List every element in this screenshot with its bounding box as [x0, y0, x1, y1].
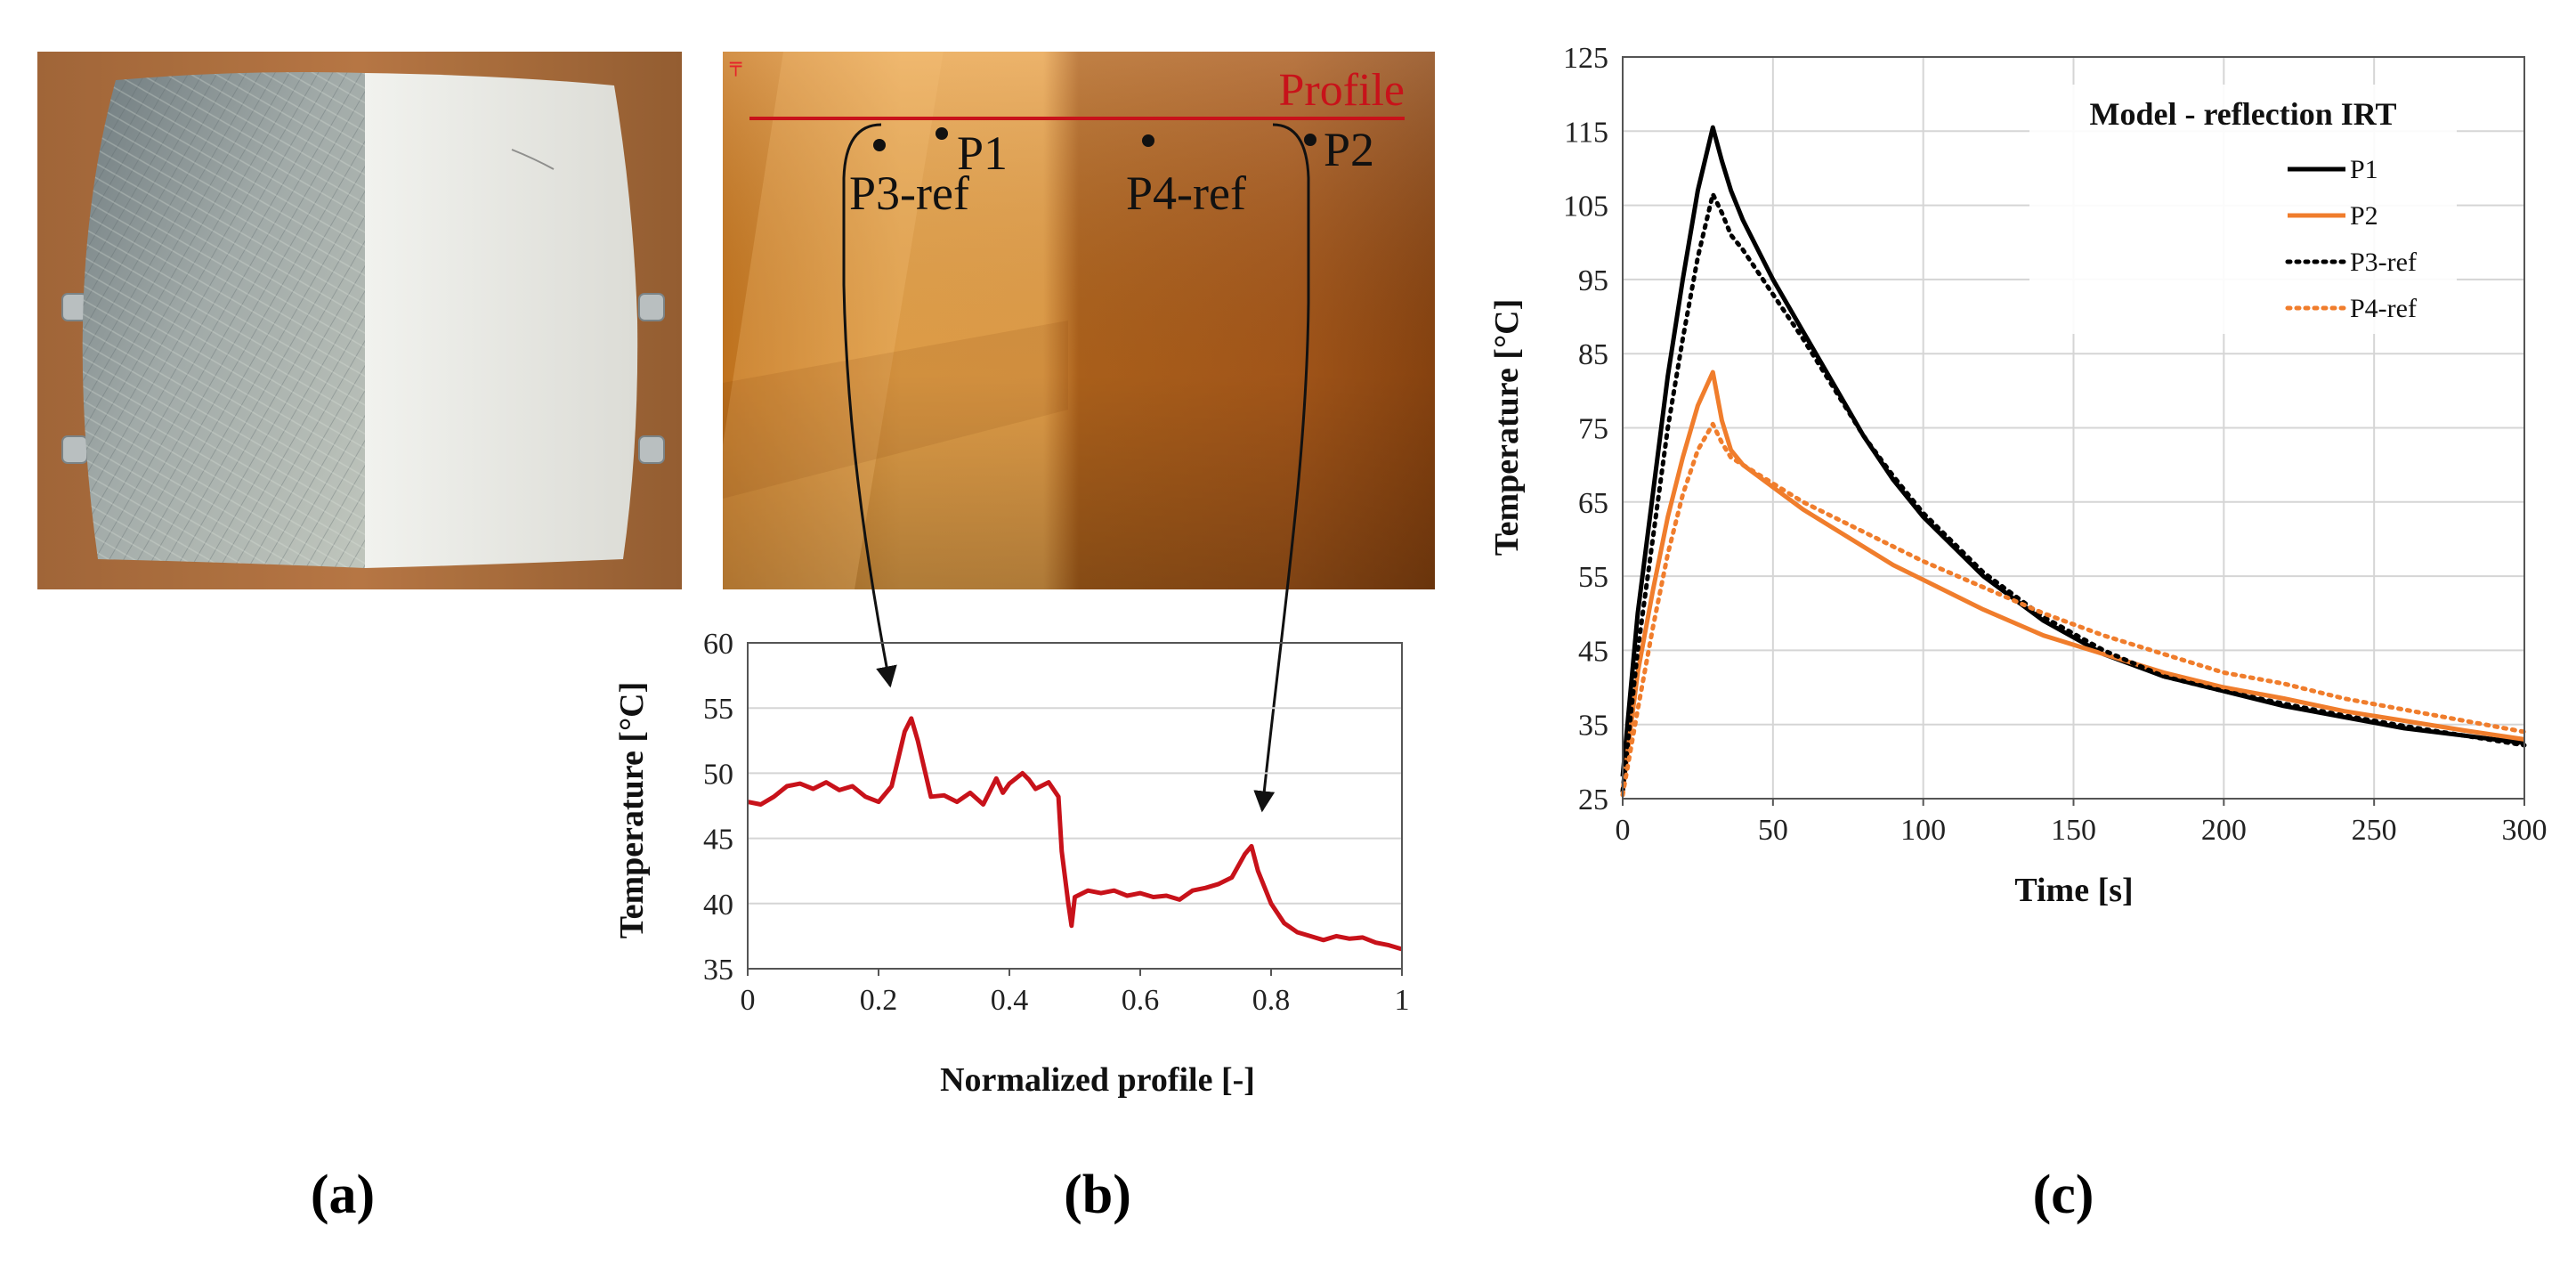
right-pin-bottom — [638, 435, 665, 464]
y-tick-label: 35 — [1578, 710, 1608, 743]
y-tick-label: 65 — [1578, 487, 1608, 520]
x-tick-label: 150 — [2051, 814, 2096, 847]
thermogram-light-streak — [723, 52, 944, 589]
profile-chart-ticks: 35 40 45 50 55 60 0 0.2 0.4 0.6 0.8 1 — [703, 628, 1410, 1017]
point-p4-marker — [1142, 134, 1154, 147]
y-tick-label: 40 — [703, 889, 733, 922]
legend-background — [2029, 85, 2457, 334]
model-chart-ticks: 25 35 45 55 65 75 85 95 105 115 125 0 50 100 150 200 250… — [1563, 42, 2548, 847]
y-tick-label: 45 — [1578, 635, 1608, 668]
x-tick-label: 1 — [1395, 984, 1410, 1017]
pencil-mark — [511, 149, 555, 170]
x-tick-label: 200 — [2201, 814, 2247, 847]
connector-right-arrow — [1253, 123, 1310, 813]
point-p2-marker — [1304, 134, 1316, 146]
model-chart-series — [1620, 125, 2527, 798]
model-chart: 25 35 45 55 65 75 85 95 105 115 125 0 50 100 150 200 250… — [1488, 42, 2548, 909]
point-p1-label: P1 — [957, 126, 1008, 180]
x-tick-label: 0.2 — [860, 984, 898, 1017]
y-tick-label: 45 — [703, 824, 733, 857]
model-y-axis-label: Temperature [°C] — [1488, 299, 1526, 556]
connector-left-arrow — [842, 123, 897, 688]
profile-chart: 35 40 45 50 55 60 0 0.2 0.4 0.6 0.8 1 Normalized pr… — [613, 628, 1410, 1099]
x-tick-label: 0.4 — [991, 984, 1029, 1017]
y-tick-label: 55 — [1578, 561, 1608, 594]
profile-chart-grid — [748, 642, 1402, 970]
y-tick-label: 95 — [1578, 264, 1608, 297]
legend-label-p4-ref: P4-ref — [2350, 294, 2417, 323]
left-pin-bottom — [61, 435, 88, 464]
x-tick-label: 50 — [1758, 814, 1788, 847]
y-tick-label: 85 — [1578, 338, 1608, 371]
legend-label-p2: P2 — [2350, 201, 2378, 231]
thermogram-shadow-band — [723, 321, 1068, 499]
point-p2-label: P2 — [1324, 123, 1374, 176]
point-p4-label: P4-ref — [1126, 166, 1246, 220]
specimen-photo — [37, 52, 682, 589]
corner-marker-icon: ╤ — [729, 54, 742, 77]
y-tick-label: 125 — [1563, 42, 1608, 75]
x-tick-label: 300 — [2502, 814, 2548, 847]
x-tick-label: 0.6 — [1122, 984, 1160, 1017]
caption-b: (b) — [1064, 1165, 1131, 1225]
profile-plot-frame — [747, 642, 1403, 970]
caption-c: (c) — [2033, 1165, 2094, 1225]
y-tick-label: 55 — [703, 693, 733, 726]
point-p3-marker — [873, 139, 886, 151]
y-tick-label: 105 — [1563, 191, 1608, 223]
series-line-p4-ref — [1620, 421, 2527, 798]
painted-white-half — [365, 73, 638, 568]
model-x-axis-label: Time [s] — [2014, 872, 2133, 909]
profile-y-axis-label: Temperature [°C] — [613, 682, 651, 939]
legend-title: Model - reflection IRT — [2090, 96, 2397, 132]
series-line-p2 — [1620, 370, 2525, 792]
x-tick-label: 250 — [2352, 814, 2397, 847]
profile-chart-series — [747, 716, 1403, 952]
legend-label-p1: P1 — [2350, 155, 2378, 184]
fabric-weave-texture — [82, 72, 365, 568]
legend-items: P1 P2 P3-ref P4-ref — [2285, 155, 2417, 323]
y-tick-label: 60 — [703, 628, 733, 661]
caption-a: (a) — [311, 1165, 375, 1225]
series-line-p3-ref — [1620, 191, 2527, 794]
y-tick-label: 50 — [703, 758, 733, 791]
y-tick-label: 35 — [703, 954, 733, 987]
y-tick-label: 25 — [1578, 784, 1608, 816]
x-tick-label: 0 — [1616, 814, 1631, 847]
legend-label-p3-ref: P3-ref — [2350, 248, 2417, 277]
thermogram-image: Profile ╤ P1 P2 P3-ref P4-ref — [723, 52, 1435, 589]
point-p3-label: P3-ref — [849, 166, 969, 220]
y-tick-label: 115 — [1564, 116, 1608, 149]
x-tick-label: 100 — [1900, 814, 1946, 847]
right-pin-top — [638, 293, 665, 321]
x-tick-label: 0.8 — [1252, 984, 1291, 1017]
point-p1-marker — [936, 127, 948, 140]
series-line-profile — [747, 716, 1403, 952]
profile-x-axis-label: Normalized profile [-] — [940, 1061, 1255, 1099]
profile-label: Profile — [1278, 65, 1405, 116]
x-tick-label: 0 — [741, 984, 756, 1017]
model-legend: Model - reflection IRT P1 P2 P3-ref P4-ref — [2029, 85, 2457, 334]
model-plot-frame — [1622, 56, 2525, 800]
y-tick-label: 75 — [1578, 413, 1608, 446]
